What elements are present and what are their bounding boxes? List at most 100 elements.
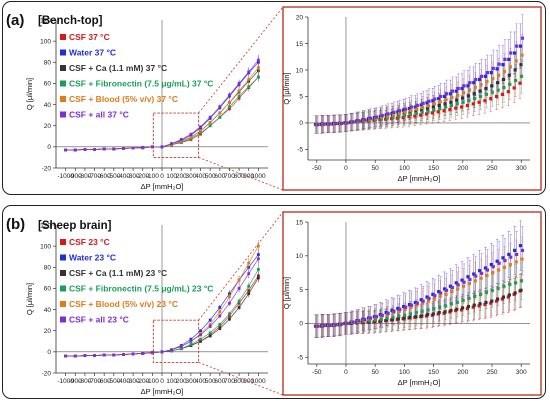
data-point-b	[189, 337, 193, 341]
zoom-data-point-b	[333, 323, 338, 327]
zoom-data-point-b	[409, 303, 414, 307]
data-point-b	[208, 334, 212, 338]
panel-a-letter: (a)	[6, 12, 25, 29]
zoom-data-point-b	[502, 265, 507, 269]
zoom-data-point-b	[485, 273, 489, 278]
zoom-data-point-b	[491, 265, 495, 269]
zoom-data-point-a	[467, 99, 471, 103]
zoom-data-point-b	[397, 309, 401, 313]
zoom-data-point-a	[425, 107, 430, 111]
zoom-data-point-b	[390, 308, 394, 313]
zoom-y-tick-label-b: 10	[296, 253, 304, 260]
zoom-data-point-b	[473, 294, 477, 298]
legend-label-b: CSF + Fibronectin (7.5 μg/mL) 23 °C	[69, 284, 213, 294]
zoom-data-point-a	[357, 119, 361, 123]
legend-swatch-b	[60, 270, 66, 276]
zoom-data-point-a	[443, 102, 447, 106]
x-tick-label-b: -900	[69, 378, 82, 385]
data-point-a	[189, 132, 193, 136]
zoom-data-point-a	[483, 74, 488, 78]
zoom-data-point-a	[454, 106, 458, 110]
zoom-region-box-b	[152, 319, 200, 363]
x-tick-label-a: -600	[98, 173, 111, 180]
zoom-y-tick-label-a: 20	[296, 14, 304, 21]
zoom-x-axis-label-b: ΔP [mmH₂O]	[398, 378, 441, 387]
zoom-x-tick-label-b: 100	[399, 369, 410, 376]
zoom-data-point-a	[483, 99, 487, 103]
zoom-data-point-a	[433, 97, 437, 101]
zoom-data-point-b	[478, 302, 482, 306]
zoom-x-tick-label-a: 150	[428, 165, 439, 172]
data-point-b	[218, 325, 222, 328]
zoom-data-point-a	[444, 98, 448, 102]
zoom-data-point-b	[392, 309, 396, 313]
legend-swatch-b	[60, 285, 66, 292]
zoom-y-tick-label-a: 5	[299, 94, 303, 101]
data-point-a	[228, 101, 231, 104]
legend-label-b: CSF + all 23 °C	[69, 315, 129, 325]
zoom-data-point-b	[426, 308, 430, 312]
zoom-y-tick-label-b: 15	[296, 219, 304, 226]
zoom-data-point-a	[438, 100, 442, 104]
zoom-data-point-b	[500, 297, 505, 301]
x-tick-label-a: 600	[214, 173, 225, 180]
zoom-data-point-b	[432, 306, 436, 311]
zoom-data-point-a	[520, 36, 525, 40]
zoom-data-point-a	[408, 112, 413, 117]
zoom-data-point-a	[520, 53, 524, 57]
zoom-y-tick-label-a: 0	[299, 120, 303, 127]
legend-label-a: CSF 37 °C	[69, 32, 110, 42]
x-tick-label-b: 0	[160, 378, 164, 385]
zoom-data-point-a	[386, 112, 390, 116]
zoom-data-point-a	[407, 114, 411, 119]
x-tick-label-a: 200	[176, 173, 187, 180]
panel-title-a: [Bench-top]	[38, 15, 103, 27]
zoom-data-point-a	[379, 117, 383, 121]
zoom-data-point-a	[508, 82, 512, 86]
zoom-data-point-a	[439, 94, 443, 99]
zoom-data-point-a	[448, 92, 452, 96]
zoom-data-point-b	[432, 297, 436, 301]
data-point-b	[247, 284, 251, 288]
zoom-data-point-b	[506, 295, 510, 299]
zoom-data-point-a	[430, 111, 434, 115]
zoom-data-point-a	[456, 93, 460, 97]
data-point-b	[141, 352, 145, 355]
zoom-data-point-a	[507, 57, 511, 61]
x-tick-label-b: 200	[176, 378, 187, 385]
x-tick-label-b: -400	[117, 378, 130, 385]
zoom-data-point-b	[408, 315, 412, 319]
zoom-data-point-a	[413, 105, 417, 109]
zoom-data-point-b	[519, 288, 523, 292]
data-point-a	[256, 66, 260, 69]
zoom-data-point-a	[489, 96, 493, 101]
data-point-a	[170, 142, 174, 146]
zoom-data-point-b	[513, 248, 517, 252]
zoom-data-point-b	[408, 312, 413, 316]
x-tick-label-b: -200	[136, 378, 149, 385]
zoom-data-point-b	[396, 317, 400, 321]
data-point-b	[247, 261, 251, 265]
zoom-data-point-a	[421, 105, 425, 110]
zoom-data-point-a	[513, 68, 517, 72]
zoom-data-point-b	[380, 313, 384, 317]
zoom-data-point-a	[322, 122, 326, 126]
zoom-data-point-a	[397, 114, 401, 119]
zoom-data-point-b	[462, 280, 466, 284]
zoom-data-point-a	[501, 77, 506, 82]
zoom-data-point-b	[484, 300, 488, 305]
zoom-data-point-b	[467, 281, 472, 286]
x-tick-label-a: 800	[234, 173, 245, 180]
y-tick-label-a: 40	[44, 102, 52, 109]
zoom-data-point-b	[491, 271, 495, 275]
zoom-data-point-a	[473, 85, 477, 90]
zoom-data-point-a	[333, 121, 338, 126]
y-tick-label-b: 20	[44, 328, 52, 335]
zoom-data-point-b	[483, 302, 487, 307]
data-point-a	[256, 75, 260, 79]
zoom-data-point-b	[420, 314, 424, 318]
y-tick-label-b: 120	[40, 222, 51, 229]
zoom-data-point-a	[514, 78, 518, 83]
zoom-data-point-b	[322, 323, 326, 328]
x-tick-label-a: 700	[224, 173, 235, 180]
